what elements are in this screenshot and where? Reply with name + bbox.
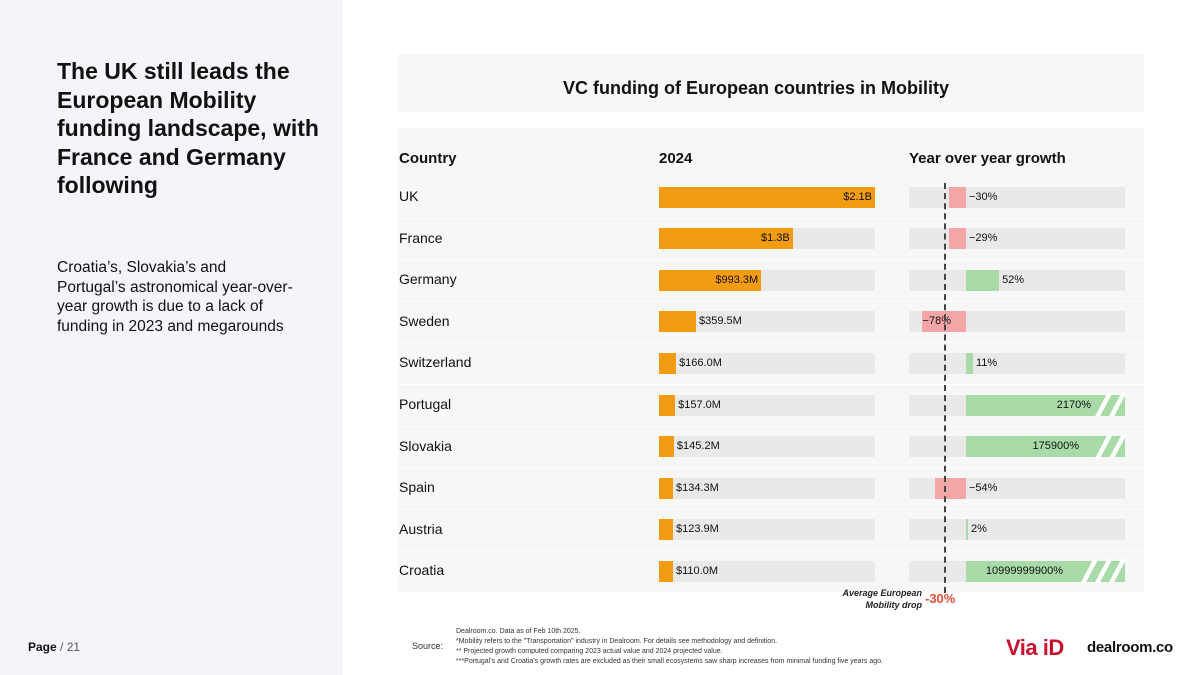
growth-bar (966, 436, 1125, 458)
growth-bar (949, 228, 966, 250)
funding-value-label: $993.3M (715, 273, 759, 286)
country-label: Croatia (399, 562, 445, 579)
growth-value-label: 2170% (1056, 398, 1091, 411)
growth-value-label: −29% (969, 232, 998, 245)
country-label: Sweden (399, 312, 450, 329)
growth-bar (935, 477, 966, 499)
funding-bar (659, 186, 875, 208)
funding-value-label: $110.0M (676, 564, 718, 577)
chart-title: VC funding of European countries in Mobi… (563, 78, 949, 98)
funding-bar (659, 311, 696, 333)
funding-value-label: $134.3M (676, 481, 719, 494)
growth-value-label: −30% (969, 190, 998, 203)
funding-value-label: $1.3B (760, 232, 790, 245)
source-notes: Dealroom.co. Data as of Feb 10th 2025. *… (456, 627, 883, 667)
funding-value-label: $157.0M (678, 398, 721, 411)
country-label: Spain (399, 479, 435, 496)
row-divider (398, 508, 1144, 510)
headline: The UK still leads the European Mobility… (57, 58, 319, 198)
column-header-growth: Year over year growth (909, 150, 1066, 167)
average-line (944, 183, 946, 593)
growth-bar (948, 186, 966, 208)
viaid-logo: Via iD (1006, 635, 1064, 660)
funding-value-label: $359.5M (698, 315, 742, 328)
country-label: UK (399, 188, 419, 204)
funding-track (659, 311, 875, 333)
funding-bar (659, 269, 762, 291)
source-line: ** Projected growth computed comparing 2… (456, 648, 723, 655)
growth-value-label: 10999999900% (985, 564, 1063, 577)
growth-bar (921, 311, 966, 333)
row-divider (398, 467, 1144, 469)
country-label: Austria (399, 520, 443, 537)
growth-value-label: 11% (975, 356, 998, 369)
growth-bar (966, 519, 968, 541)
source-line: *Mobility refers to the "Transportation"… (456, 638, 778, 645)
source-line: Dealroom.co. Data as of Feb 10th 2025. (456, 628, 581, 635)
average-caption: Average European Mobility drop (842, 588, 922, 610)
page-total: / 21 (56, 640, 81, 654)
growth-value-label: −78% (922, 315, 951, 328)
funding-bar (659, 394, 676, 416)
funding-track (659, 352, 875, 374)
subtext: Croatia’s, Slovakia’s and Portugal’s ast… (57, 259, 293, 335)
funding-value-label: $166.0M (679, 356, 722, 369)
funding-track (659, 436, 875, 458)
source-line: ***Portugal’s and Croatia’s growth rates… (456, 658, 883, 665)
growth-value-label: 2% (971, 523, 987, 536)
country-label: Germany (399, 271, 457, 288)
funding-value-label: $2.1B (843, 190, 872, 203)
source-label: Source: (412, 641, 444, 651)
funding-value-label: $123.9M (676, 523, 719, 536)
growth-value-label: 52% (1002, 273, 1025, 286)
growth-bar (966, 269, 1000, 291)
row-divider (398, 259, 1144, 261)
page-number: Page / 21 (28, 640, 80, 654)
funding-track (659, 477, 875, 499)
growth-track (909, 519, 1125, 541)
row-divider (398, 384, 1144, 385)
page-label: Page (28, 640, 57, 654)
funding-value-label: $145.2M (676, 440, 720, 453)
funding-track (659, 560, 875, 582)
funding-track (659, 519, 875, 541)
growth-value-label: 175900% (1032, 440, 1080, 453)
country-label: Switzerland (399, 354, 472, 371)
column-header-2024: 2024 (659, 150, 693, 167)
row-divider (398, 550, 1144, 552)
funding-bar (659, 519, 673, 541)
column-header-country: Country (399, 150, 457, 167)
left-panel: The UK still leads the European Mobility… (0, 0, 343, 675)
growth-bar (966, 394, 1125, 416)
chart-title-background (398, 54, 1144, 112)
funding-bar (659, 352, 677, 374)
funding-bar (659, 477, 673, 499)
country-label: France (399, 229, 443, 246)
row-divider (398, 342, 1144, 344)
growth-track (909, 352, 1125, 374)
growth-bar (966, 352, 973, 374)
funding-bar (659, 436, 674, 458)
growth-value-label: −54% (969, 481, 998, 494)
growth-track (909, 269, 1125, 291)
funding-bar (659, 228, 793, 250)
average-value: -30% (925, 591, 956, 606)
funding-bar (659, 560, 673, 582)
row-divider (398, 300, 1144, 302)
country-label: Portugal (399, 396, 452, 412)
dealroom-logo: dealroom.co (1087, 639, 1173, 656)
country-label: Slovakia (399, 437, 452, 454)
row-divider (398, 425, 1144, 427)
funding-track (659, 394, 875, 416)
growth-track (909, 186, 1125, 208)
row-divider (398, 217, 1144, 219)
growth-track (909, 228, 1125, 250)
